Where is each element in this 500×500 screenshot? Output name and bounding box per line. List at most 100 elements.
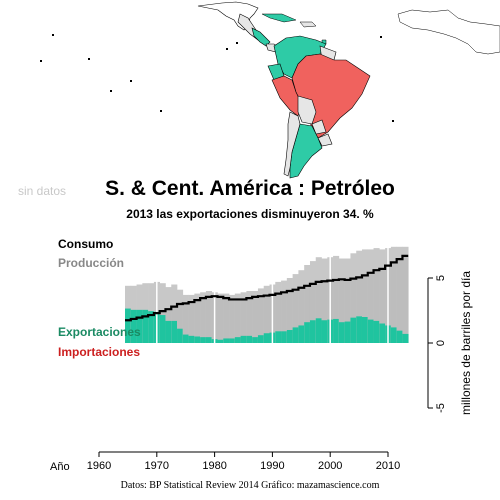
chart-title: S. & Cent. América : Petróleo <box>105 177 395 200</box>
exports-bar <box>402 333 409 343</box>
country-uruguay <box>317 133 333 147</box>
exports-bar <box>223 338 230 343</box>
legend-production: Producción <box>58 256 125 270</box>
exports-bar <box>217 339 224 343</box>
consumption-bar <box>177 304 184 343</box>
consumption-bar <box>344 279 351 343</box>
plot-grid <box>156 244 389 343</box>
consumption-bar <box>315 281 322 343</box>
consumption-bar <box>321 281 328 343</box>
plot-lines <box>125 254 409 322</box>
consumption-bar <box>234 299 241 343</box>
exports-bar <box>281 331 288 343</box>
exports-bar <box>304 322 311 343</box>
africa-outline <box>397 9 500 55</box>
exports-bar <box>252 337 259 343</box>
exports-bar <box>309 320 317 343</box>
africa-coast <box>397 9 500 55</box>
map-legend-no-data: sin datos <box>18 184 67 198</box>
x-tick-label: 2010 <box>376 460 400 472</box>
region-map <box>40 1 500 179</box>
south-america <box>267 35 371 179</box>
island-8 <box>236 42 238 44</box>
exports-bar <box>194 336 201 343</box>
exports-bar <box>292 327 299 343</box>
consumption-bar <box>298 287 305 343</box>
consumption-line <box>125 254 409 322</box>
exports-bar <box>234 337 241 343</box>
exports-bar <box>373 320 380 343</box>
pacific-islands <box>40 34 394 122</box>
y-axis: 5 0 -5 millones de barriles por día <box>427 271 473 415</box>
consumption-bar <box>240 299 247 343</box>
island-4 <box>130 80 132 82</box>
y-axis-label: millones de barriles por día <box>459 271 473 415</box>
exports-bar <box>321 320 328 343</box>
exports-bar <box>356 316 363 343</box>
consumption-bar <box>281 292 288 343</box>
exports-bar <box>263 333 270 343</box>
exports-bar <box>286 330 293 343</box>
x-tick-label: 1980 <box>202 460 226 472</box>
plot-areas <box>125 246 409 343</box>
consumption-bar <box>309 283 317 343</box>
consumption-bar <box>252 296 259 343</box>
island-9 <box>380 36 382 38</box>
exports-bar <box>165 320 172 343</box>
consumption-bar <box>390 262 397 343</box>
exports-bar <box>240 335 247 343</box>
consumption-bar <box>379 268 386 343</box>
exports-bar <box>390 327 397 343</box>
consumption-bar <box>229 299 236 343</box>
x-tick-label: 2000 <box>318 460 342 472</box>
consumption-bar <box>182 303 189 343</box>
central-america <box>237 13 281 53</box>
island-10 <box>392 120 394 122</box>
consumption-bar <box>367 272 374 343</box>
x-axis-label: Año <box>50 461 70 473</box>
island-7 <box>226 48 228 50</box>
consumption-bar <box>286 291 293 343</box>
caribbean <box>261 13 327 45</box>
x-tick-label: 1990 <box>260 460 284 472</box>
exports-bar <box>350 317 357 343</box>
consumption-bar <box>361 275 369 343</box>
consumption-bar <box>333 279 340 343</box>
consumption-bar <box>194 300 201 343</box>
consumption-bar <box>257 296 265 343</box>
exports-bar <box>338 322 345 343</box>
consumption-bar <box>223 298 230 343</box>
consumption-bar <box>373 270 380 343</box>
exports-bar <box>379 323 386 343</box>
consumption-bar <box>188 302 195 343</box>
exports-bar <box>333 318 340 343</box>
exports-bar <box>367 319 374 343</box>
exports-bar <box>142 309 149 343</box>
consumption-bar <box>275 293 282 343</box>
island-1 <box>52 34 54 36</box>
legend-consumption: Consumo <box>58 237 114 251</box>
island-5 <box>110 90 112 92</box>
y-tick-label: 0 <box>435 340 447 346</box>
country-cuba <box>261 13 297 23</box>
exports-bar <box>148 311 155 343</box>
consumption-bar <box>304 285 311 343</box>
chart-subtitle: 2013 las exportaciones disminuyeron 34. … <box>126 207 374 221</box>
exports-bar <box>136 309 143 343</box>
legend-exports: Exportaciones <box>58 325 141 339</box>
exports-bar <box>229 338 236 343</box>
exports-bar <box>188 335 195 343</box>
exports-bar <box>200 337 207 343</box>
consumption-bar <box>200 298 207 343</box>
y-tick-label: -5 <box>435 403 447 413</box>
country-hispaniola <box>299 21 317 28</box>
exports-bar <box>159 315 166 343</box>
consumption-bar <box>292 289 299 343</box>
exports-bar <box>257 335 265 343</box>
consumption-bar <box>217 296 224 343</box>
y-tick-label: 5 <box>435 275 447 281</box>
consumption-bar <box>246 298 253 343</box>
exports-bar <box>171 320 178 343</box>
island-6 <box>160 110 162 112</box>
